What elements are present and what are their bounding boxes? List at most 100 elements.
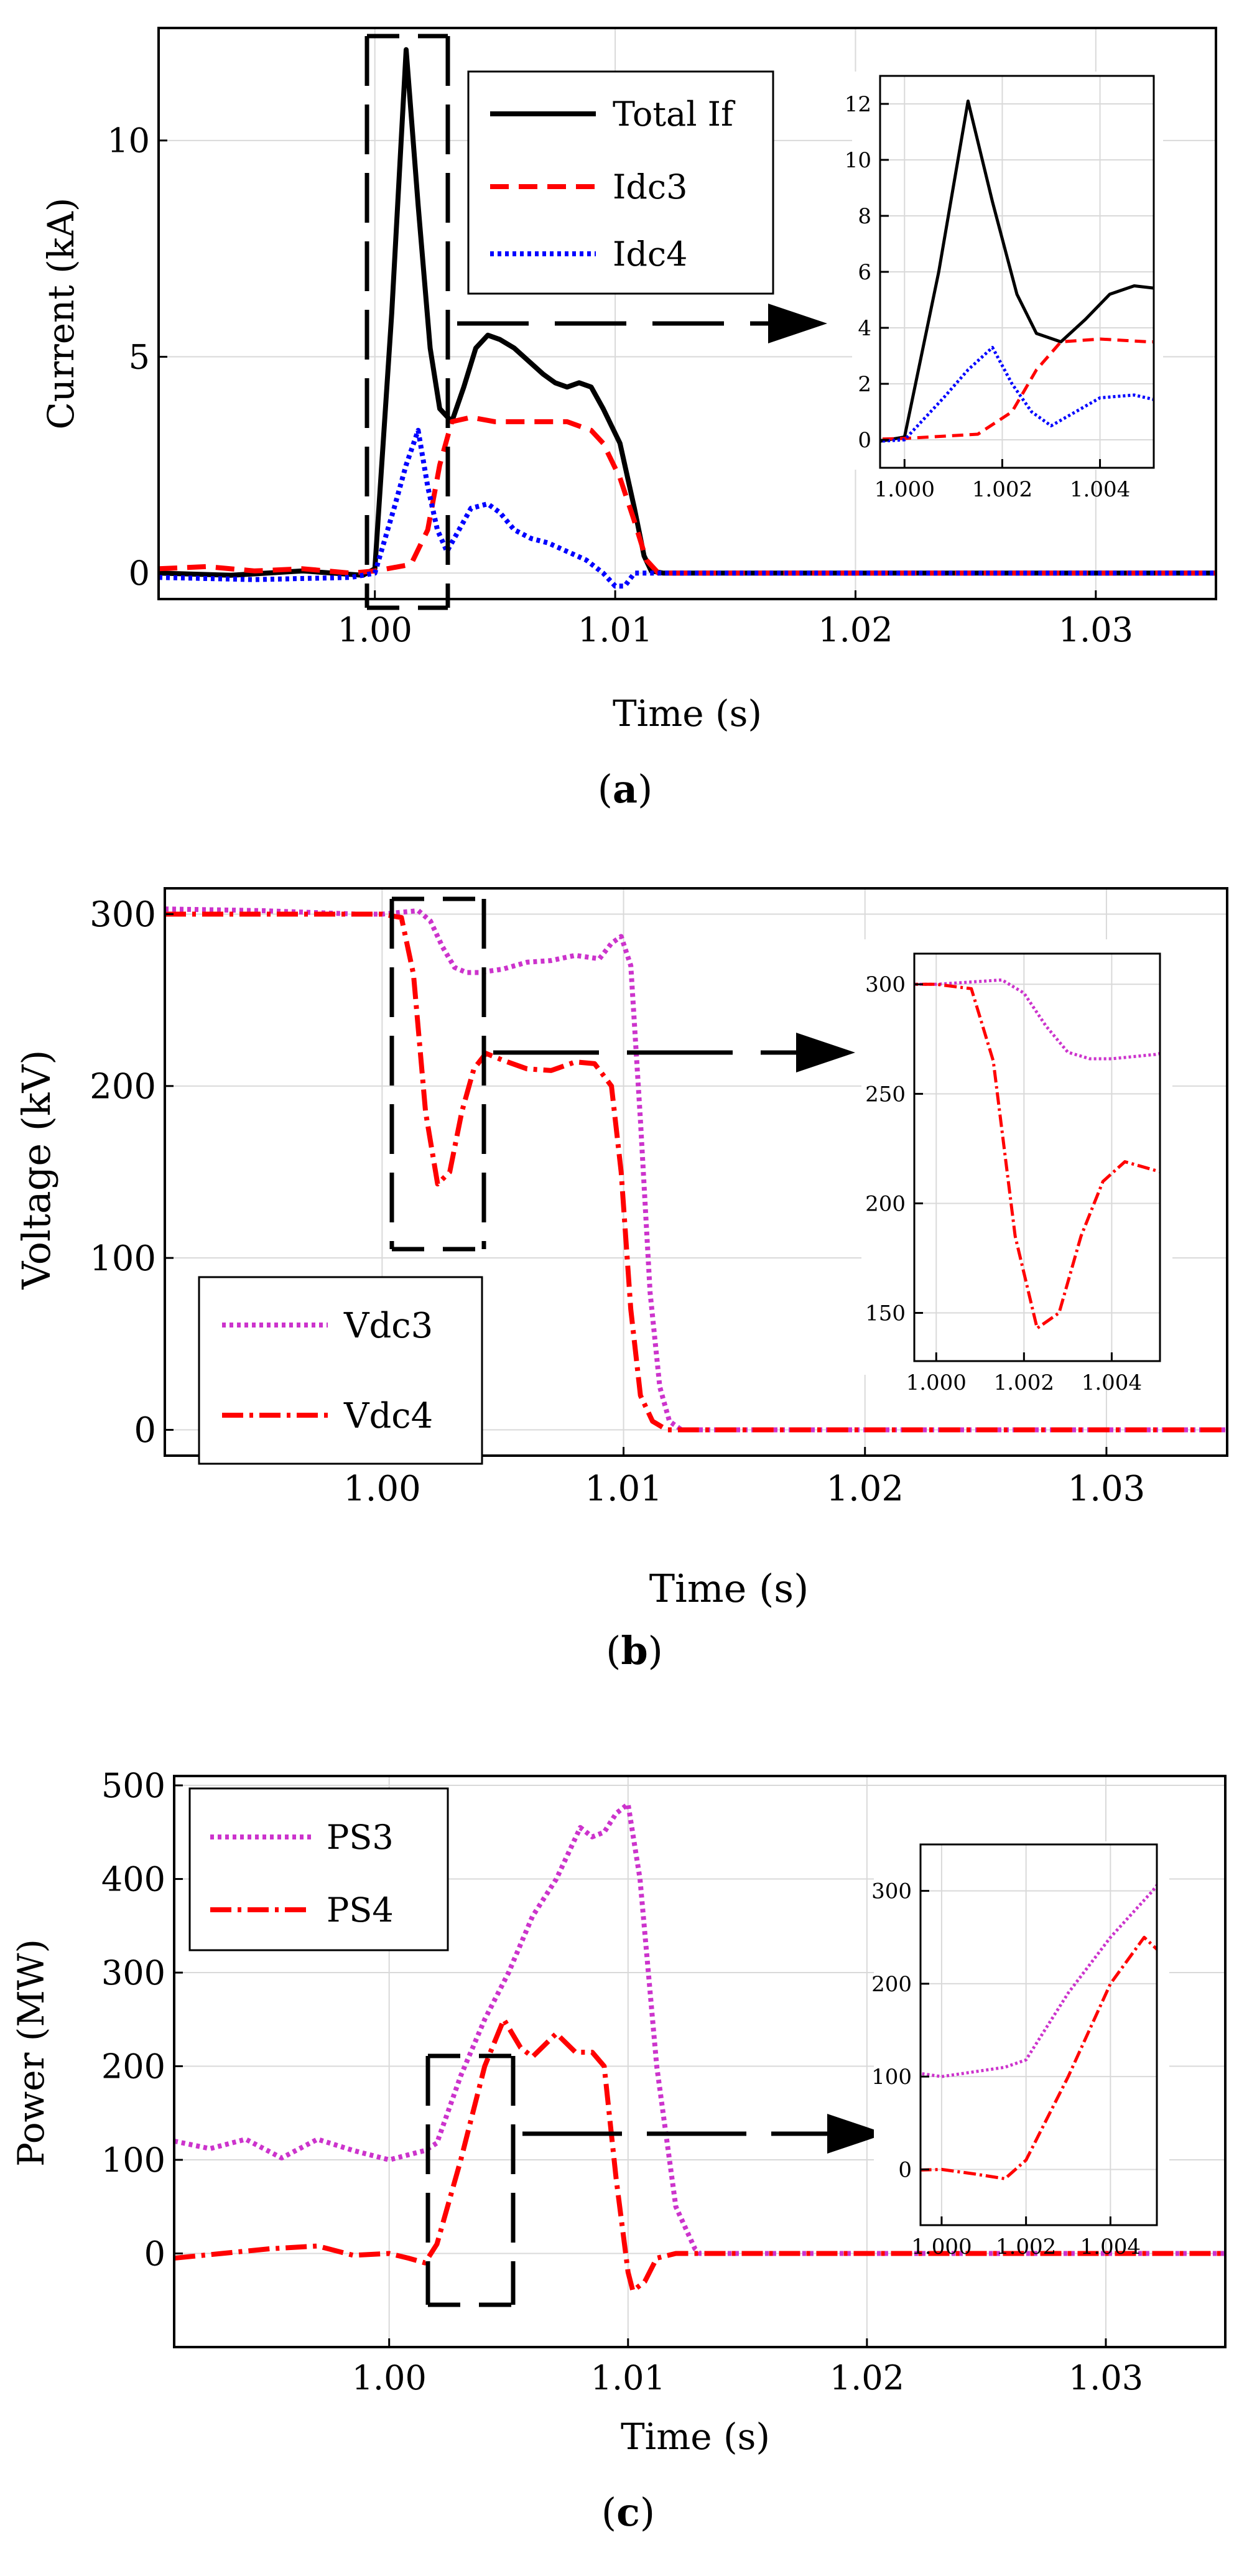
main-b-y-tick-label: 0 (134, 1410, 156, 1451)
main-a-x-tick-label: 1.01 (578, 610, 652, 649)
legend-label-total-if: Total If (613, 95, 736, 134)
plot-frame-b (164, 887, 1228, 1457)
legend-label-vdc3: Vdc3 (343, 1306, 433, 1346)
inset-a: 1.000 1.002 1.004 0 2 4 6 8 10 12 (845, 72, 1163, 502)
main-b-series-vdc3 (165, 906, 1227, 1433)
inset-b-series-vdc3 (914, 978, 1160, 1061)
inset-a-y-tick-label: 8 (858, 204, 871, 229)
main-c-y-tick-label: 0 (144, 2234, 165, 2273)
main-c-y-tick-label: 500 (101, 1766, 165, 1805)
inset-a-series-total-if (880, 100, 1154, 443)
main-series-a (159, 47, 1216, 589)
inset-b-y-tick-label: 300 (865, 972, 906, 997)
main-a-series-total-if (159, 47, 1216, 578)
panel-c: 1.00 1.01 1.02 1.03 0 100 200 300 400 500 Power (… (10, 1766, 1227, 2535)
legend-label-idc3: Idc3 (613, 167, 688, 207)
zoom-box-a (364, 34, 450, 610)
plot-frame-c (173, 1775, 1227, 2348)
inset-gridlines-b (914, 954, 1160, 1361)
inset-c-x-tick-label: 1.002 (996, 2234, 1056, 2259)
x-axis-label-c: Time (s) (621, 2416, 770, 2458)
inset-a-y-tick-label: 2 (858, 372, 871, 397)
legend-label-ps3: PS3 (327, 1818, 394, 1857)
plot-frame-a (157, 27, 1217, 600)
main-a-y-tick-label: 5 (129, 337, 150, 376)
inset-ticks-b: 1.000 1.002 1.004 150 200 250 300 (865, 972, 1142, 1395)
legend-label-ps4: PS4 (327, 1890, 394, 1930)
main-a-y-tick-label: 0 (129, 554, 150, 593)
main-c-x-tick-label: 1.03 (1069, 2358, 1143, 2397)
y-axis-label-c: Power (MW) (10, 1939, 52, 2167)
inset-c-y-tick-label: 0 (898, 2157, 912, 2182)
inset-b-x-tick-label: 1.004 (1082, 1370, 1142, 1395)
inset-gridlines-a (880, 76, 1154, 468)
main-c-y-tick-label: 300 (101, 1953, 165, 1992)
panel-a: 1.00 1.01 1.02 1.03 0 5 10 Current (kA) Time (… (40, 27, 1217, 812)
inset-a-series-idc4 (880, 346, 1154, 443)
main-a-x-tick-label: 1.00 (338, 610, 412, 649)
main-b-y-tick-label: 300 (90, 895, 156, 935)
legend-label-idc4: Idc4 (613, 235, 688, 274)
inset-b-series-vdc4 (914, 982, 1160, 1330)
main-c-y-tick-label: 200 (101, 2047, 165, 2086)
inset-c: 1.000 1.002 1.004 0 100 200 300 (871, 1841, 1169, 2259)
inset-a-y-tick-label: 12 (845, 92, 871, 117)
zoom-arrow-c (522, 2114, 886, 2154)
main-ticks-c: 1.00 1.01 1.02 1.03 0 100 200 300 400 500 (101, 1766, 1143, 2397)
inset-c-x-tick-label: 1.004 (1080, 2234, 1141, 2259)
main-b-y-tick-label: 100 (90, 1239, 156, 1279)
main-c-y-tick-label: 100 (101, 2141, 165, 2180)
main-b-x-tick-label: 1.02 (826, 1469, 904, 1509)
inset-b-x-tick-label: 1.002 (994, 1370, 1054, 1395)
x-axis-label-b: Time (s) (649, 1566, 809, 1611)
inset-a-x-tick-label: 1.002 (972, 477, 1032, 502)
inset-series-a (880, 100, 1154, 443)
panel-caption-b: (b) (606, 1628, 663, 1673)
main-c-y-tick-label: 400 (101, 1859, 165, 1899)
main-c-x-tick-label: 1.02 (830, 2358, 904, 2397)
main-ticks-b: 1.00 1.01 1.02 1.03 0 100 200 300 (90, 895, 1145, 1509)
zoom-arrow-a (457, 304, 827, 343)
main-b-y-tick-label: 200 (90, 1066, 156, 1107)
inset-b-y-tick-label: 250 (865, 1082, 906, 1107)
inset-c-x-tick-label: 1.000 (911, 2234, 972, 2259)
inset-b-y-tick-label: 200 (865, 1191, 906, 1216)
main-c-series-ps3 (174, 1802, 1225, 2256)
inset-a-y-tick-label: 4 (858, 316, 871, 341)
main-a-x-tick-label: 1.02 (818, 610, 893, 649)
main-a-x-tick-label: 1.03 (1059, 610, 1133, 649)
y-axis-label-b: Voltage (kV) (14, 1050, 59, 1290)
inset-frame-c (919, 1843, 1158, 2226)
main-c-series-ps4 (174, 2017, 1225, 2294)
legend-a: Total If Idc3 Idc4 (467, 70, 774, 295)
zoom-box-b (389, 896, 486, 1252)
main-series-b (165, 906, 1227, 1433)
inset-a-y-tick-label: 0 (858, 428, 871, 453)
inset-c-y-tick-label: 300 (871, 1879, 912, 1904)
main-ticks-a: 1.00 1.01 1.02 1.03 0 5 10 (107, 121, 1133, 649)
inset-b-x-tick-label: 1.000 (906, 1370, 967, 1395)
main-b-x-tick-label: 1.00 (343, 1469, 421, 1509)
main-b-x-tick-label: 1.01 (585, 1469, 662, 1509)
main-c-x-tick-label: 1.01 (591, 2358, 666, 2397)
panel-caption-c: (c) (601, 2490, 655, 2535)
main-b-series-vdc4 (165, 911, 1227, 1433)
main-b-x-tick-label: 1.03 (1068, 1469, 1146, 1509)
inset-ticks-a: 1.000 1.002 1.004 0 2 4 6 8 10 12 (845, 92, 1131, 502)
main-a-y-tick-label: 10 (107, 121, 150, 160)
inset-c-y-tick-label: 100 (871, 2065, 912, 2090)
inset-b-y-tick-label: 150 (865, 1301, 906, 1326)
legend-c: PS3 PS4 (188, 1787, 449, 1951)
inset-frame-b (913, 952, 1161, 1362)
main-a-series-idc4 (159, 427, 1216, 589)
y-axis-label-a: Current (kA) (40, 198, 82, 430)
inset-a-y-tick-label: 6 (858, 260, 871, 285)
inset-c-y-tick-label: 200 (871, 1972, 912, 1997)
legend-label-vdc4: Vdc4 (343, 1396, 433, 1436)
inset-a-y-tick-label: 10 (845, 148, 871, 173)
inset-a-x-tick-label: 1.004 (1070, 477, 1130, 502)
main-series-c (174, 1802, 1225, 2294)
x-axis-label-a: Time (s) (613, 692, 762, 735)
